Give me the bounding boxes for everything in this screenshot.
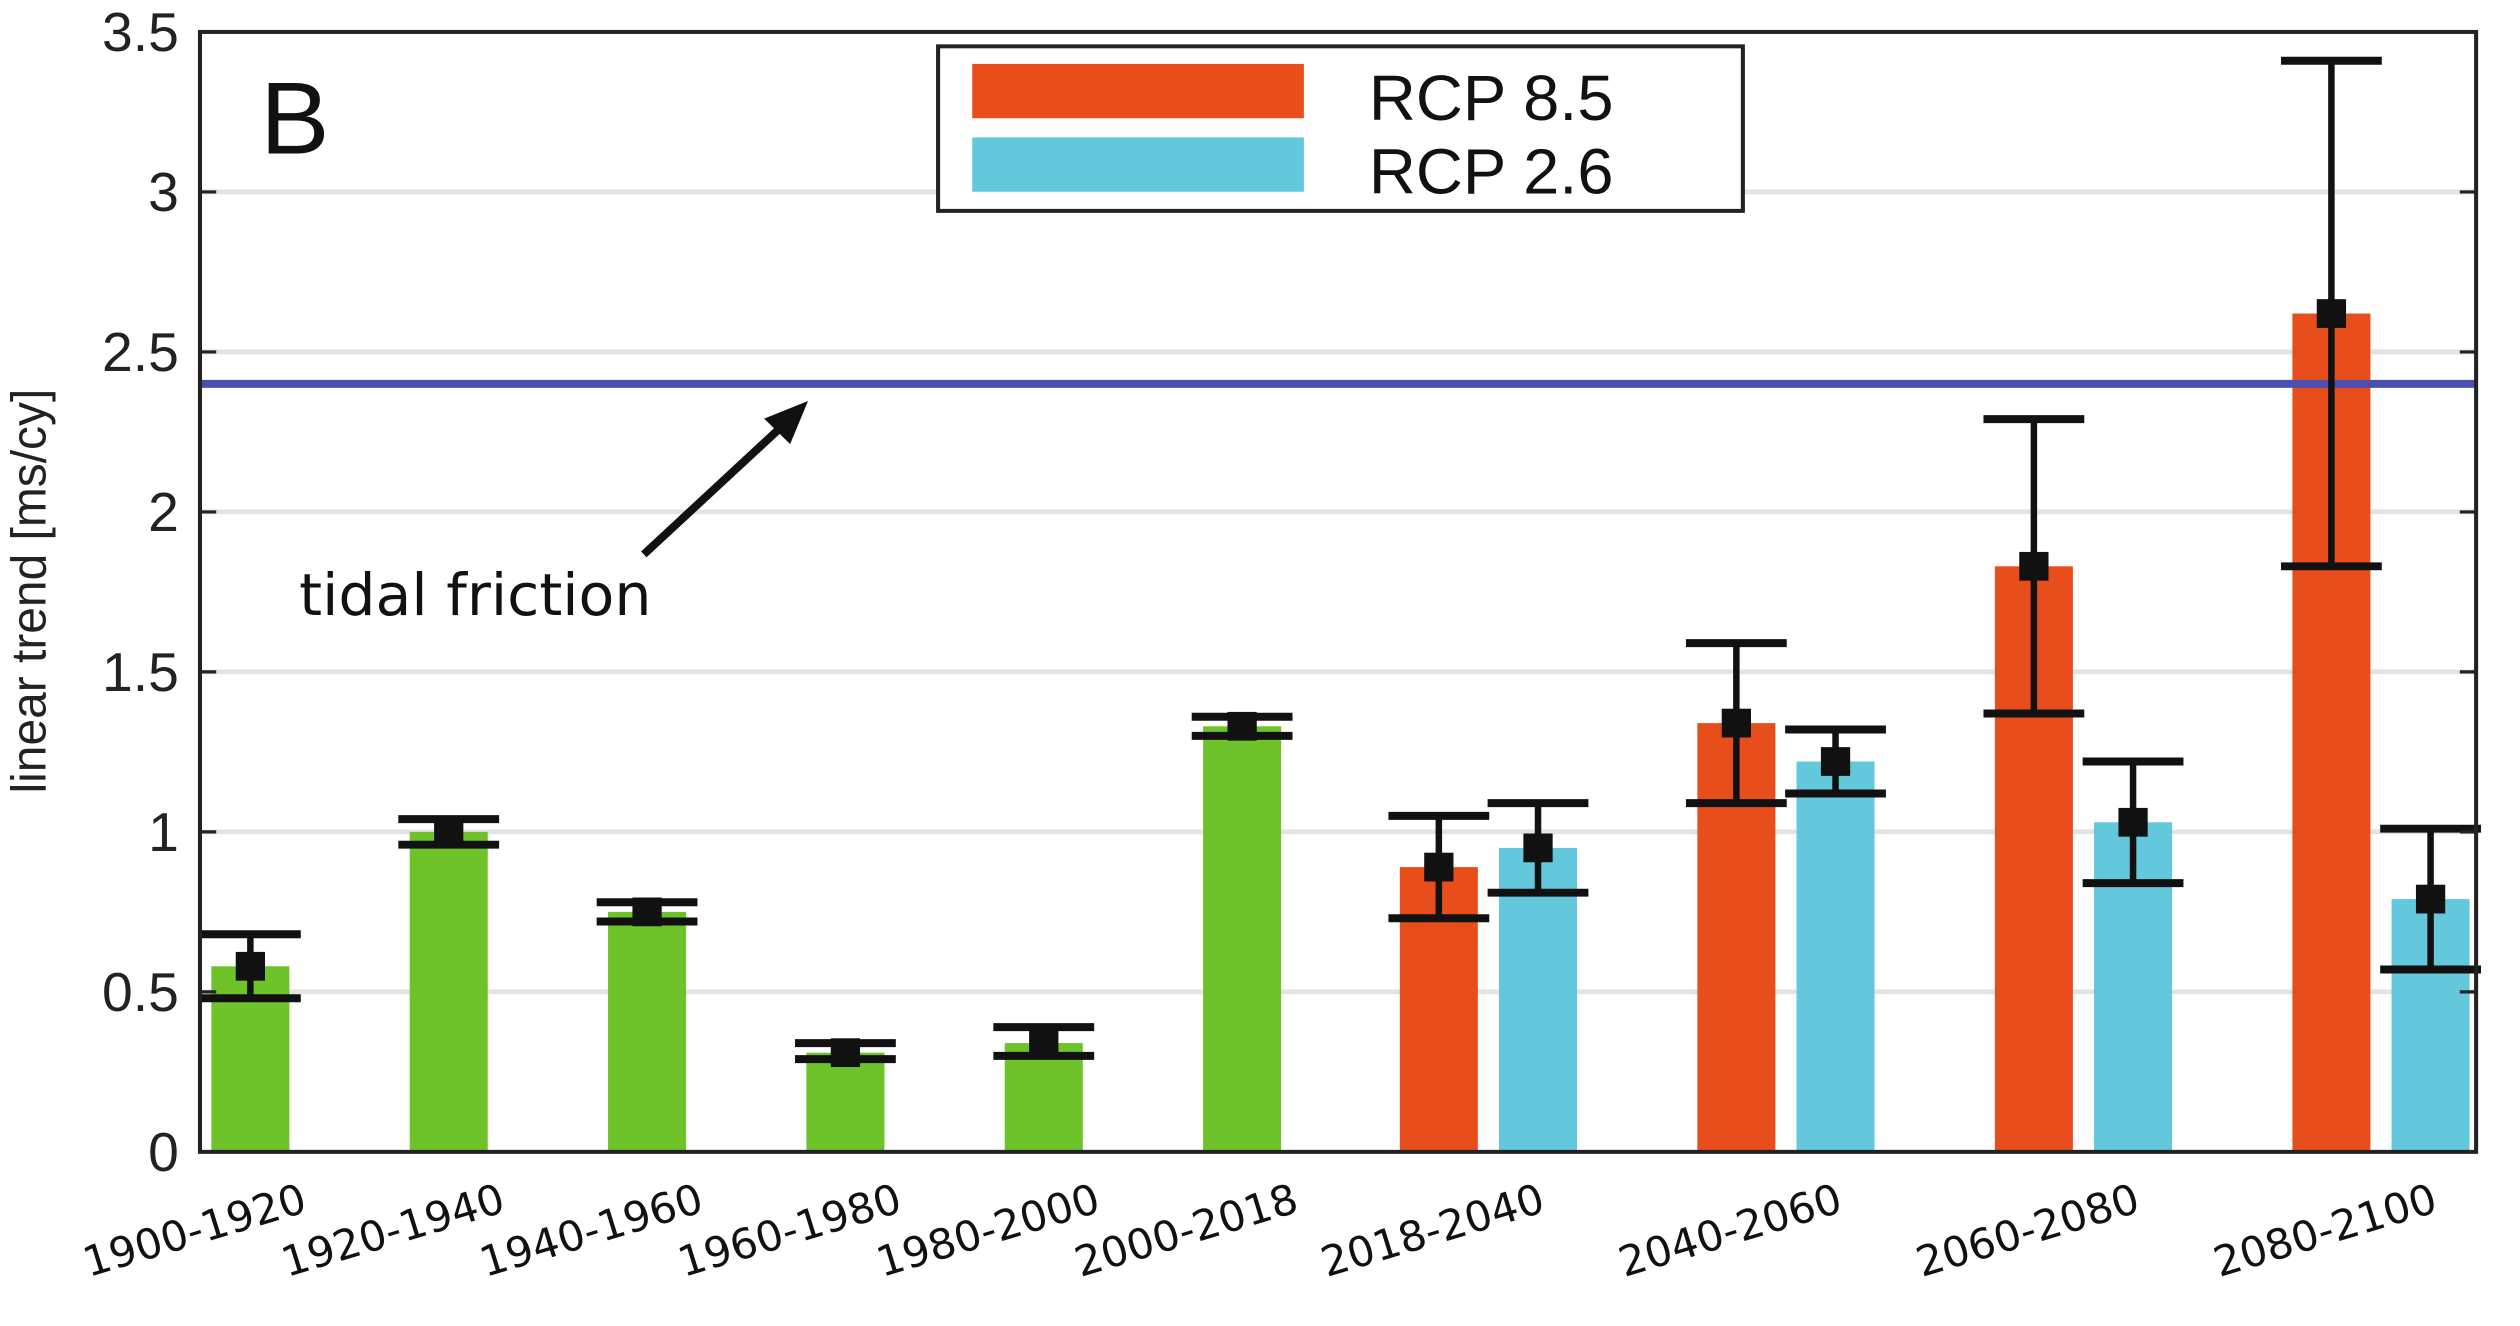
bar (806, 1052, 885, 1152)
y-tick-label: 2.5 (102, 322, 179, 383)
mean-marker (1227, 711, 1257, 741)
mean-marker (830, 1038, 861, 1068)
mean-marker (632, 897, 662, 927)
legend: RCP 8.5 RCP 2.6 (936, 44, 1745, 213)
mean-marker (235, 951, 266, 981)
bar (608, 911, 687, 1152)
mean-marker (1721, 708, 1751, 738)
panel-label: B (260, 61, 329, 175)
arrow-icon (764, 400, 809, 445)
x-tick-label: 2040-2060 (1613, 1174, 1848, 1287)
legend-label-rcp26: RCP 2.6 (1369, 136, 1614, 207)
mean-marker (2415, 884, 2446, 914)
x-tick-label: 1960-1980 (672, 1174, 907, 1287)
bar (409, 831, 488, 1152)
mean-marker (1029, 1028, 1059, 1058)
y-tick-label: 0 (148, 1121, 179, 1182)
mean-marker (1523, 833, 1553, 863)
x-tick-label: 1900-1920 (77, 1174, 312, 1287)
y-tick-label: 2 (148, 482, 179, 543)
x-ticks: 1900-19201920-19401940-19601960-19801980… (77, 1174, 2442, 1287)
error-bars (199, 56, 2481, 1068)
bars (211, 313, 2470, 1152)
mean-marker (2019, 551, 2049, 581)
y-tick-label: 3 (148, 162, 179, 223)
mean-marker (1424, 852, 1454, 882)
legend-swatch-rcp26 (972, 137, 1304, 192)
x-tick-label: 2000-2018 (1069, 1174, 1304, 1287)
legend-swatch-rcp85 (972, 63, 1304, 119)
bar (1203, 726, 1282, 1152)
bar (1498, 847, 1578, 1152)
y-axis-label: linear trend [ms/cy] (2, 389, 56, 794)
tidal-friction-label: tidal friction (299, 562, 651, 629)
bar (1004, 1043, 1083, 1152)
mean-marker (2316, 299, 2347, 328)
mean-marker (1820, 747, 1851, 776)
y-tick-label: 1 (148, 801, 179, 862)
mean-marker (434, 817, 464, 847)
arrow-shaft (641, 418, 790, 558)
x-tick-label: 1920-1940 (275, 1174, 510, 1287)
y-tick-label: 1.5 (102, 642, 179, 703)
tidal-friction-annotation: tidal friction (299, 400, 809, 629)
mean-marker (2118, 807, 2148, 837)
y-tick-label: 0.5 (102, 961, 179, 1022)
x-tick-label: 2018-2040 (1315, 1174, 1550, 1287)
legend-label-rcp85: RCP 8.5 (1369, 62, 1614, 133)
y-ticks: 0 0.5 1 1.5 2 2.5 3 3.5 (102, 2, 2477, 1183)
x-tick-label: 1940-1960 (474, 1174, 709, 1287)
x-tick-label: 1980-2000 (871, 1174, 1106, 1287)
y-tick-label: 3.5 (102, 2, 179, 63)
plot-frame (197, 29, 2479, 1154)
x-tick-label: 2060-2080 (1910, 1174, 2145, 1287)
bar (1796, 761, 1875, 1152)
x-tick-label: 2080-2100 (2208, 1174, 2443, 1287)
